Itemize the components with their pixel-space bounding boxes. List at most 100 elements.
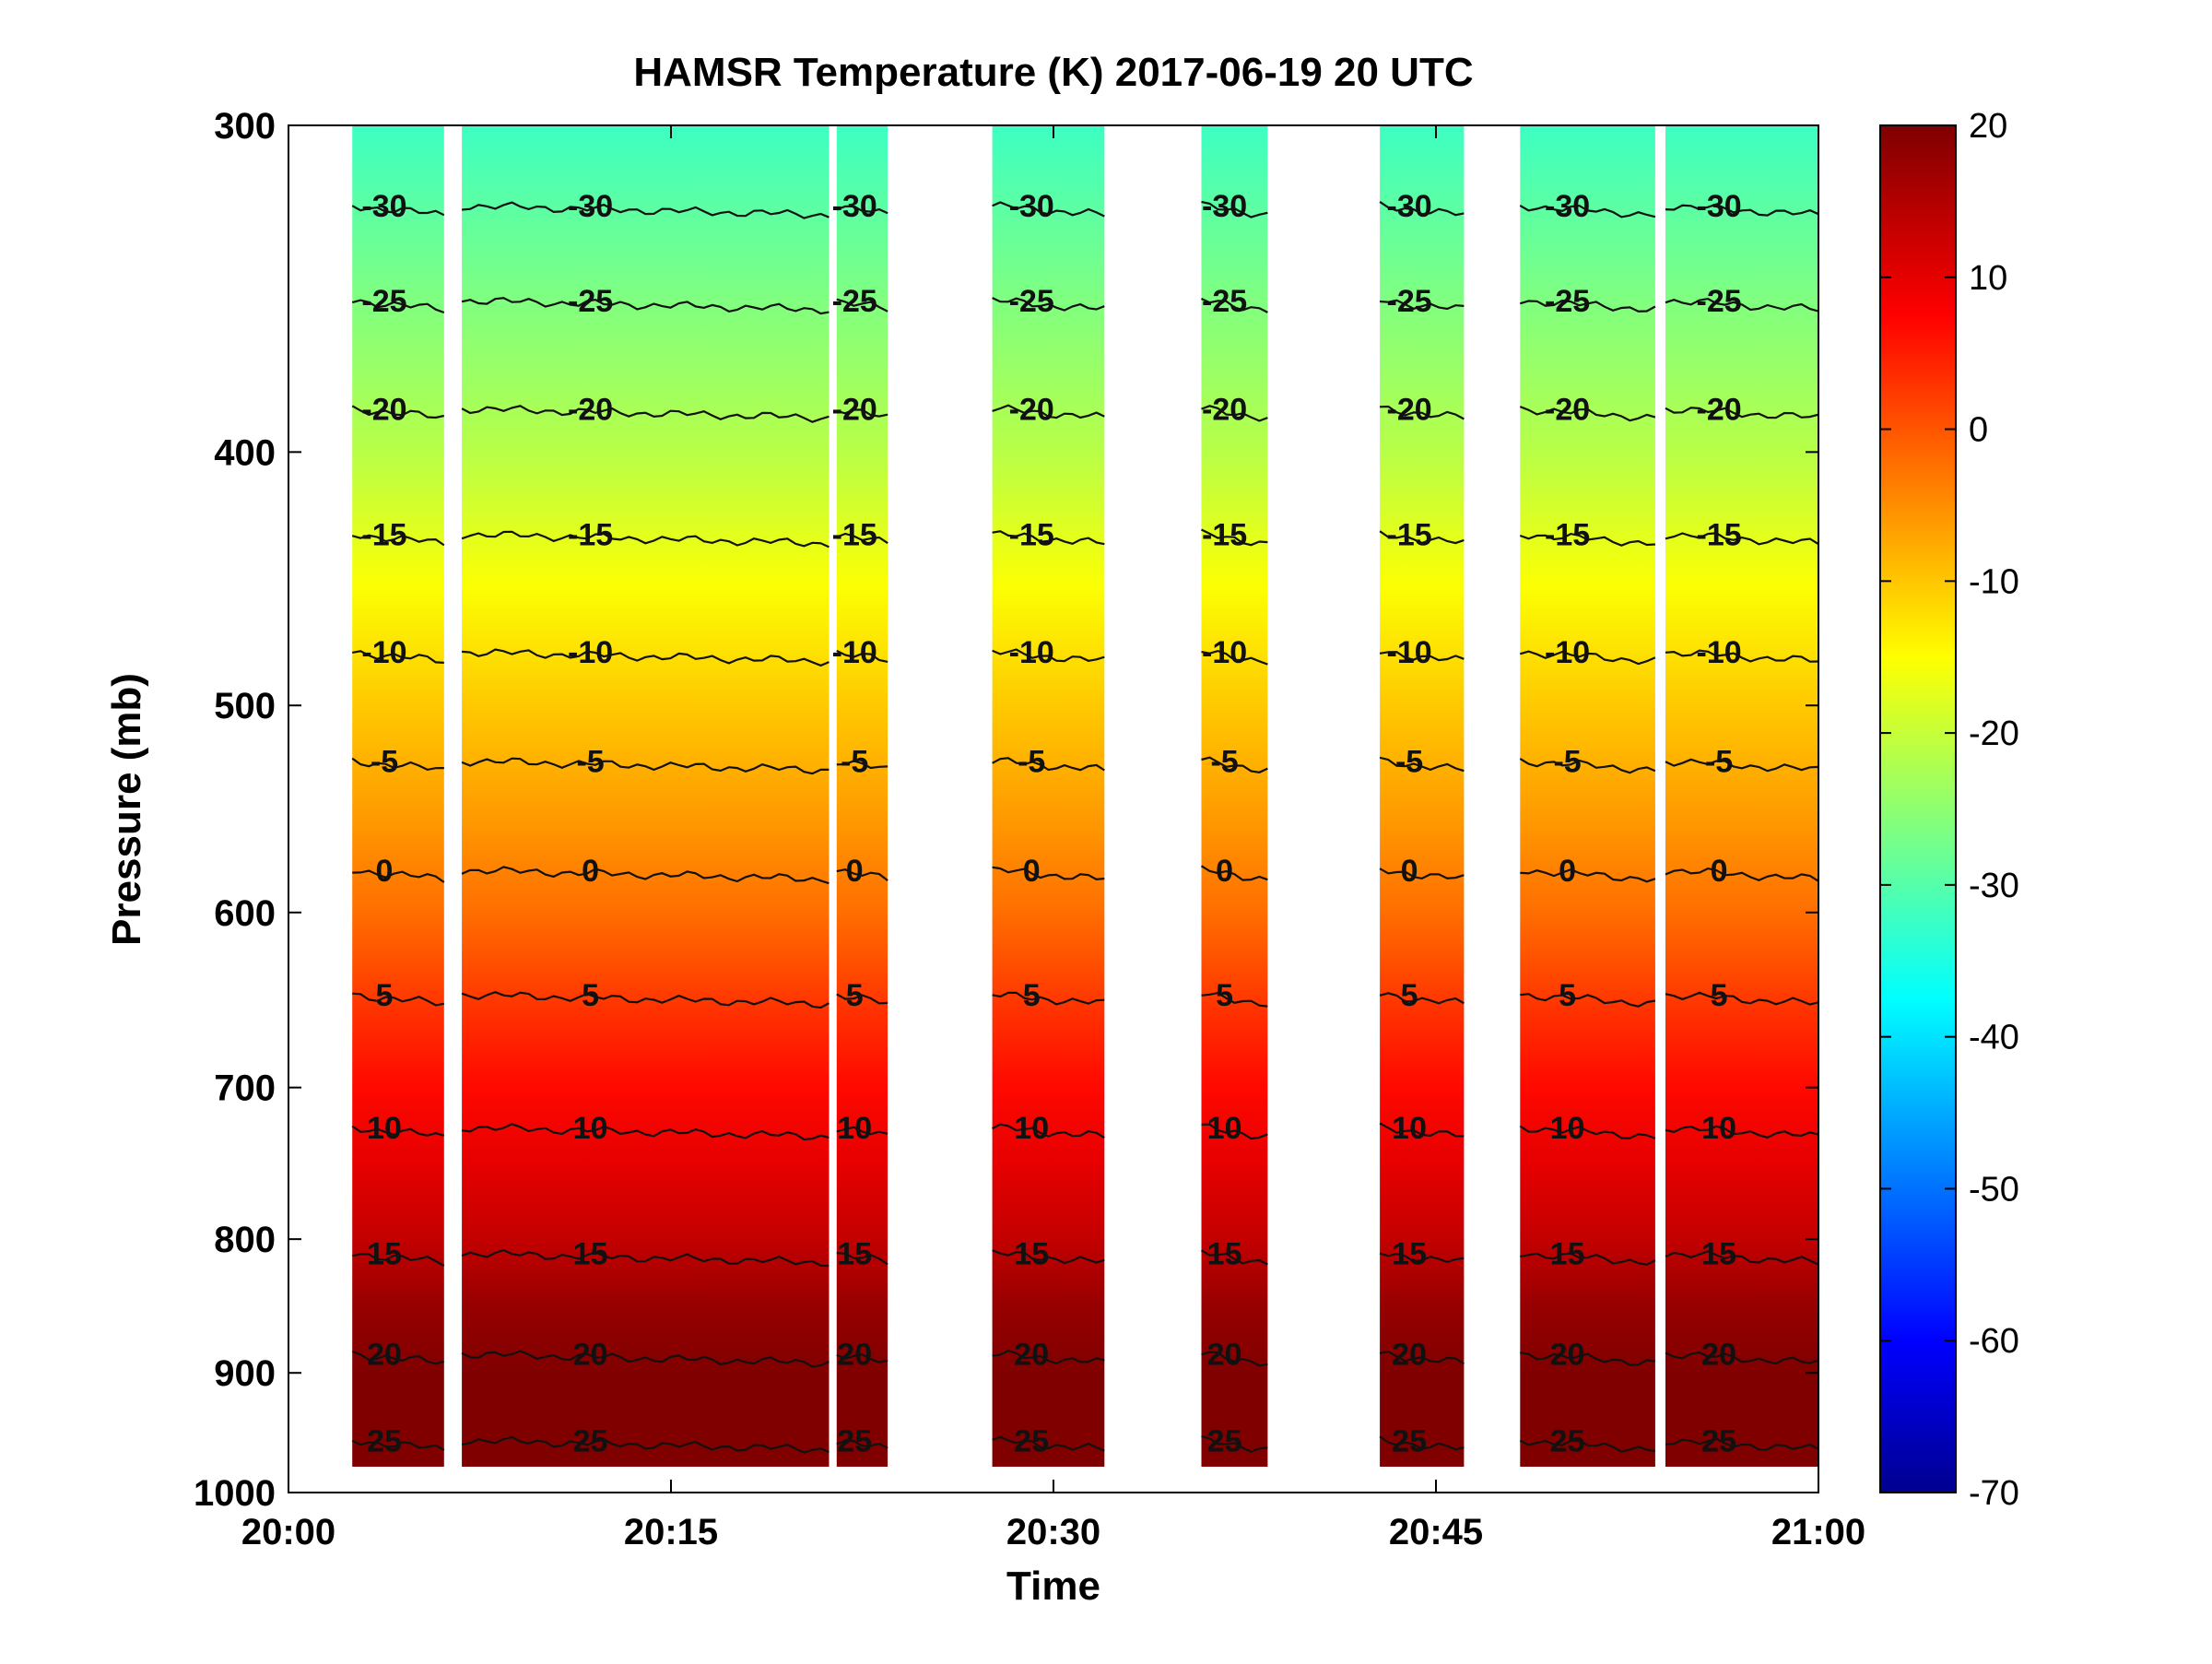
contour-line — [461, 405, 830, 423]
contour-label: -10 — [832, 635, 877, 670]
contour-line — [992, 530, 1105, 546]
contour-label: 5 — [1711, 978, 1728, 1013]
contour-line — [1201, 1123, 1268, 1140]
contour-line — [462, 201, 830, 219]
contour-label: -30 — [1009, 189, 1054, 224]
contour-line — [1665, 1250, 1818, 1266]
colorbar-ticks: 20 10 0 -10 -20 -30 -40 -50 -60 -70 — [1880, 107, 2019, 1513]
colorbar: 20 10 0 -10 -20 -30 -40 -50 -60 -70 — [1879, 107, 2019, 1513]
contour-label: -30 — [1387, 189, 1432, 224]
contour-line — [461, 530, 830, 549]
contour-line — [1665, 1125, 1818, 1139]
contour-label: 20 — [1701, 1338, 1736, 1373]
y-tick-label: 700 — [214, 1068, 276, 1109]
contour-label: -15 — [832, 517, 877, 552]
contour-label: 10 — [1392, 1111, 1427, 1146]
colorbar-tick-label: -60 — [1969, 1322, 2019, 1361]
contour-line — [1519, 650, 1656, 666]
contour-label: 15 — [1207, 1236, 1242, 1271]
contour-line — [461, 866, 830, 885]
contour-label: -5 — [1705, 744, 1733, 779]
contour-line — [1665, 407, 1818, 419]
contour-line — [351, 1253, 445, 1267]
contour-line — [351, 1350, 445, 1365]
contour-label: 0 — [846, 854, 864, 889]
contour-label: 10 — [1207, 1111, 1242, 1146]
data-segment — [1665, 125, 1818, 1467]
contour-line — [992, 866, 1105, 881]
contour-label: -5 — [1210, 744, 1238, 779]
data-segment — [462, 125, 830, 1467]
contour-line — [1379, 200, 1465, 217]
contour-line — [992, 991, 1105, 1006]
contour-line — [1665, 1437, 1818, 1451]
contour-line — [1201, 756, 1268, 773]
contour-line — [1665, 649, 1818, 663]
contour-line — [461, 991, 830, 1009]
contour-label: 15 — [837, 1236, 872, 1271]
contour-label: 15 — [367, 1236, 402, 1271]
contour-line — [1519, 1125, 1656, 1139]
contour-line — [1201, 1434, 1268, 1453]
y-tick-label: 800 — [214, 1220, 276, 1260]
contour-line — [992, 1350, 1105, 1365]
contour-label: -15 — [1202, 517, 1247, 552]
contour-line — [1520, 1351, 1656, 1366]
contour-label: -15 — [1697, 517, 1742, 552]
y-tick-label: 600 — [214, 893, 276, 934]
contour-line — [1665, 203, 1818, 217]
contour-line — [836, 205, 888, 215]
contour-line — [461, 1248, 830, 1268]
contour-label: -15 — [1009, 517, 1054, 552]
contour-line — [1379, 992, 1465, 1005]
data-segment — [352, 125, 444, 1467]
x-tick-label: 20:30 — [1006, 1512, 1100, 1552]
contour-line — [836, 408, 888, 418]
colorbar-tick-label: -20 — [1969, 714, 2019, 753]
contour-line — [1519, 1439, 1656, 1453]
contour-label: -5 — [841, 744, 868, 779]
contour-line — [1201, 200, 1268, 218]
contour-line — [1520, 1252, 1656, 1266]
contour-line — [1379, 1252, 1465, 1264]
contour-line — [1520, 868, 1656, 883]
contour-label: 25 — [1392, 1423, 1427, 1458]
contour-line — [352, 650, 444, 664]
contour-line — [836, 1352, 888, 1363]
heatmap-data-layer — [352, 125, 1818, 1467]
contour-label: -5 — [576, 744, 604, 779]
colorbar-tick-label: -10 — [1969, 562, 2019, 601]
contour-label: -20 — [832, 392, 877, 427]
x-tick-label: 20:45 — [1389, 1512, 1483, 1552]
contour-line — [992, 297, 1105, 312]
colorbar-tick-label: 0 — [1969, 411, 1988, 450]
contour-label: -25 — [361, 284, 406, 319]
contour-line — [836, 760, 888, 770]
contour-label: 10 — [573, 1111, 608, 1146]
contour-line — [1201, 405, 1268, 422]
colorbar-tick-label: -30 — [1969, 867, 2019, 905]
contour-line — [1201, 1351, 1268, 1367]
data-segment — [1520, 125, 1655, 1467]
y-tick-label: 900 — [214, 1353, 276, 1394]
contour-line — [1665, 1351, 1818, 1365]
contour-label: 0 — [1401, 854, 1418, 889]
contour-line — [1519, 204, 1656, 218]
contour-label: 10 — [1014, 1111, 1049, 1146]
contour-label: 20 — [1392, 1338, 1427, 1373]
contour-line — [1379, 1122, 1465, 1138]
contour-label: 15 — [1392, 1236, 1427, 1271]
contour-line — [836, 993, 888, 1005]
contour-line — [462, 648, 830, 667]
contour-line — [992, 757, 1105, 772]
contour-line — [351, 757, 444, 772]
contour-label: 15 — [573, 1236, 608, 1271]
contour-line — [461, 757, 830, 775]
contour-line — [351, 1439, 445, 1451]
contour-line — [1665, 867, 1818, 882]
contour-line — [836, 298, 888, 313]
contour-label: -30 — [832, 189, 877, 224]
contour-label: -20 — [568, 392, 613, 427]
contour-label: 0 — [1216, 854, 1233, 889]
